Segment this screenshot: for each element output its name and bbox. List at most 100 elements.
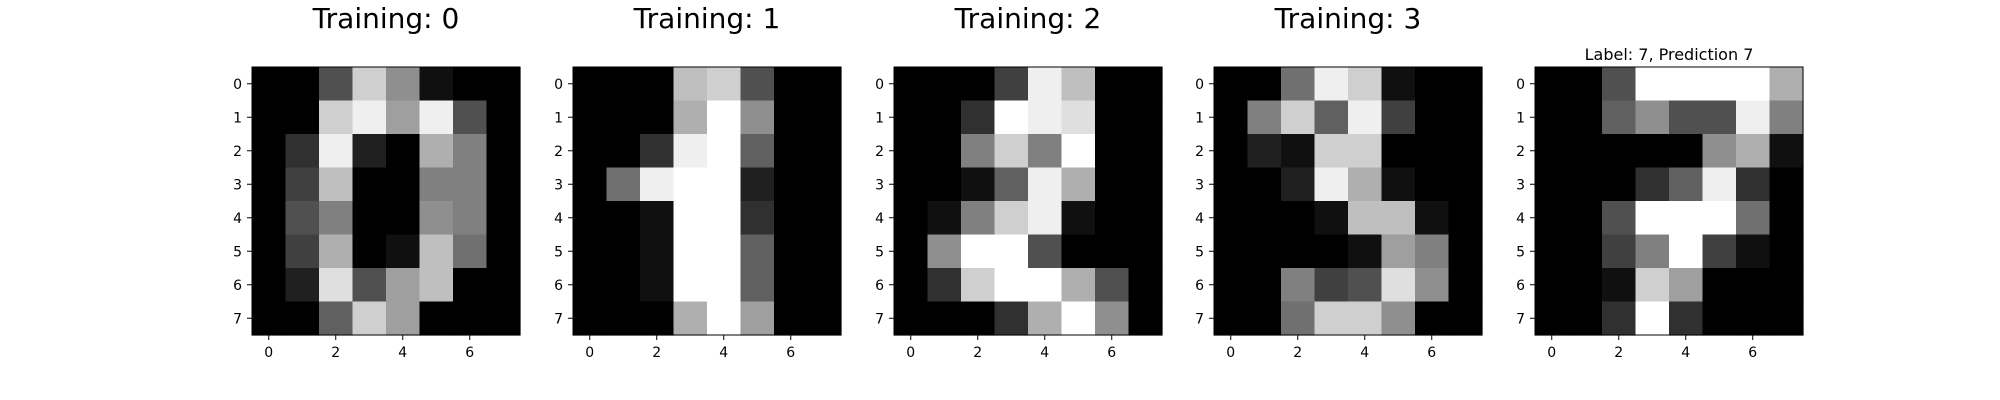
panel-title: Training: 1 [633, 2, 781, 35]
y-tick-label: 4 [554, 211, 563, 227]
pixel-cell [1247, 167, 1282, 202]
y-tick-label: 2 [1516, 144, 1525, 160]
pixel-cell [1635, 167, 1670, 202]
pixel-cell [1635, 268, 1670, 303]
pixel-cell [285, 268, 320, 303]
x-tick-label: 2 [652, 345, 661, 361]
pixel-cell [961, 167, 996, 202]
pixel-cell [1028, 167, 1063, 202]
pixel-cell [319, 167, 354, 202]
pixel-cell [1669, 67, 1704, 102]
y-tick-label: 4 [1195, 211, 1204, 227]
pixel-cell [994, 167, 1029, 202]
pixel-cell [453, 167, 488, 202]
pixel-cell [1095, 167, 1130, 202]
pixel-cell [419, 67, 454, 102]
y-tick-label: 6 [875, 278, 884, 294]
pixel-cell [419, 201, 454, 236]
pixel-cell [1769, 301, 1804, 336]
pixel-cell [740, 268, 775, 303]
pixel-cell [1028, 67, 1063, 102]
y-tick-label: 4 [875, 211, 884, 227]
y-tick-label: 4 [1516, 211, 1525, 227]
pixel-cell [927, 301, 962, 336]
pixel-cell [1095, 134, 1130, 169]
pixel-cell [386, 67, 421, 102]
pixel-cell [1061, 234, 1096, 269]
pixel-cell [1635, 201, 1670, 236]
panel-3: Training: 3 0 1 2 3 4 5 6 7 0 2 4 6 [1195, 2, 1483, 361]
pixel-cell [774, 100, 809, 135]
pixel-cell [285, 67, 320, 102]
pixel-cell [252, 234, 287, 269]
panel-title: Label: 7, Prediction 7 [1585, 45, 1754, 64]
pixel-cell [1669, 268, 1704, 303]
y-tick-label: 6 [1195, 278, 1204, 294]
pixel-cell [419, 301, 454, 336]
pixel-cell [1635, 134, 1670, 169]
y-tick-label: 4 [233, 211, 242, 227]
pixel-cell [807, 167, 842, 202]
pixel-cell [740, 67, 775, 102]
pixel-cell [1448, 201, 1483, 236]
y-tick-label: 5 [1195, 244, 1204, 260]
panel-title: Training: 0 [312, 2, 460, 35]
pixel-cell [740, 100, 775, 135]
pixel-cell [1281, 268, 1316, 303]
pixel-cell [740, 167, 775, 202]
pixel-cell [927, 134, 962, 169]
pixel-cell [1095, 268, 1130, 303]
pixel-cell [285, 301, 320, 336]
pixel-cell [1348, 167, 1383, 202]
pixel-cell [285, 100, 320, 135]
pixel-cell [894, 100, 929, 135]
pixel-cell [453, 134, 488, 169]
pixel-cell [1128, 167, 1163, 202]
pixel-cell [1348, 301, 1383, 336]
y-tick-label: 0 [1516, 77, 1525, 93]
pixel-cell [1568, 301, 1603, 336]
pixel-cell [1247, 301, 1282, 336]
pixel-cell [707, 234, 742, 269]
pixel-cell [1602, 268, 1637, 303]
pixel-cell [573, 134, 608, 169]
y-tick-label: 0 [554, 77, 563, 93]
pixel-cell [894, 167, 929, 202]
y-tick-label: 1 [875, 110, 884, 126]
y-tick-label: 0 [1195, 77, 1204, 93]
pixel-cell [1736, 67, 1771, 102]
pixel-cell [1095, 301, 1130, 336]
pixel-cell [774, 301, 809, 336]
pixel-cell [1247, 134, 1282, 169]
pixel-cell [961, 67, 996, 102]
y-tick-label: 1 [1195, 110, 1204, 126]
pixel-cell [285, 134, 320, 169]
pixel-cell [319, 301, 354, 336]
pixel-cell [707, 134, 742, 169]
pixel-cell [419, 234, 454, 269]
pixel-cell [1448, 268, 1483, 303]
pixel-cell [1281, 67, 1316, 102]
pixel-cell [994, 268, 1029, 303]
pixel-cell [285, 167, 320, 202]
pixel-cell [1635, 234, 1670, 269]
pixel-cell [961, 268, 996, 303]
pixel-cell [1568, 100, 1603, 135]
pixel-cell [573, 67, 608, 102]
x-tick-label: 4 [1040, 345, 1049, 361]
pixel-cell [319, 234, 354, 269]
pixel-cell [1314, 134, 1349, 169]
pixel-cell [1095, 201, 1130, 236]
pixel-cell [1061, 100, 1096, 135]
pixel-cell [352, 301, 387, 336]
pixel-cell [285, 234, 320, 269]
pixel-cell [740, 134, 775, 169]
pixel-cell [1281, 100, 1316, 135]
pixel-cell [1448, 301, 1483, 336]
pixel-cell [1028, 134, 1063, 169]
y-tick-label: 0 [233, 77, 242, 93]
y-tick-label: 3 [1195, 177, 1204, 193]
axes-frame [893, 66, 1163, 336]
pixel-cell [1702, 268, 1737, 303]
pixel-cell [961, 201, 996, 236]
